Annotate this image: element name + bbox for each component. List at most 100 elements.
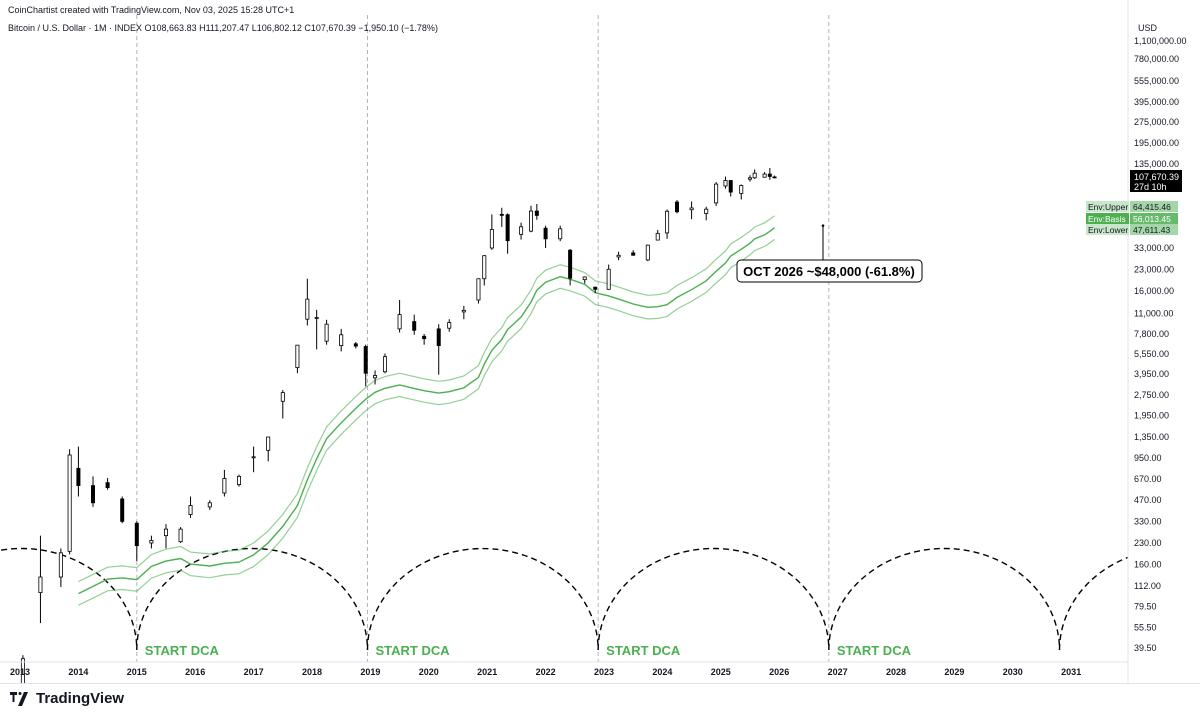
price-tick-label: 555,000.00 xyxy=(1134,76,1179,86)
candle-body xyxy=(363,346,368,374)
symbol-ohlc-line[interactable]: Bitcoin / U.S. Dollar · 1M · INDEX O108,… xyxy=(8,23,438,33)
tradingview-watermark[interactable]: TradingView xyxy=(8,690,124,707)
candle-54[interactable] xyxy=(689,201,694,220)
candle-18[interactable] xyxy=(280,390,285,419)
candle-17[interactable] xyxy=(266,436,271,462)
envelope-lower-line xyxy=(78,238,775,606)
candle-8[interactable] xyxy=(134,521,139,562)
candle-41[interactable] xyxy=(534,204,539,220)
candle-body xyxy=(519,226,524,235)
candle-56[interactable] xyxy=(714,182,719,206)
candle-59[interactable] xyxy=(739,184,744,200)
candle-21[interactable] xyxy=(314,309,319,350)
candle-29[interactable] xyxy=(412,314,417,335)
candle-body xyxy=(163,528,168,537)
envelope-bands xyxy=(78,215,775,606)
candle-26[interactable] xyxy=(373,370,378,385)
price-tick-label: 1,950.00 xyxy=(1134,410,1169,420)
candle-9[interactable] xyxy=(149,535,154,549)
candle-52[interactable] xyxy=(665,209,670,239)
candle-body xyxy=(568,249,573,279)
cycle-arc-1 xyxy=(136,547,369,651)
candle-39[interactable] xyxy=(519,222,524,240)
price-tick-label: 11,000.00 xyxy=(1134,309,1173,319)
price-axis[interactable]: USD 1,100,000.00 780,000.00 555,000.00 395,0… xyxy=(1127,0,1187,683)
time-axis[interactable]: 2013 2014 2015 2016 2017 2018 2019 2020 2021 2022… xyxy=(0,661,1128,677)
candle-7[interactable] xyxy=(120,496,125,524)
candle-30[interactable] xyxy=(422,334,427,345)
candle-31[interactable] xyxy=(436,324,441,375)
candle-25[interactable] xyxy=(363,344,368,387)
candle-46[interactable] xyxy=(593,286,598,294)
candle-body xyxy=(665,210,670,234)
candle-55[interactable] xyxy=(704,206,709,221)
candle-19[interactable] xyxy=(295,344,300,374)
candle-4[interactable] xyxy=(76,446,81,497)
candle-60[interactable] xyxy=(748,175,753,182)
candle-37[interactable] xyxy=(499,207,504,227)
candle-50[interactable] xyxy=(645,244,650,262)
projection-target-point xyxy=(821,224,825,227)
candle-22[interactable] xyxy=(324,319,329,345)
candle-24[interactable] xyxy=(353,342,358,349)
candle-6[interactable] xyxy=(105,478,110,490)
candle-57[interactable] xyxy=(723,176,728,189)
candle-0[interactable] xyxy=(20,655,25,683)
chart-canvas[interactable]: OCT 2026 ~$48,000 (-61.8%) START DCA STAR… xyxy=(0,0,1200,683)
candle-64[interactable] xyxy=(772,175,777,179)
candle-body xyxy=(266,436,271,451)
candle-body xyxy=(324,323,329,342)
candle-38[interactable] xyxy=(505,213,510,254)
candle-3[interactable] xyxy=(67,449,72,555)
last-price-value: 107,670.39 xyxy=(1134,172,1179,182)
candle-40[interactable] xyxy=(529,205,534,233)
candle-23[interactable] xyxy=(339,328,344,352)
candle-20[interactable] xyxy=(305,278,310,326)
candle-48[interactable] xyxy=(616,251,621,261)
candle-16[interactable] xyxy=(251,446,256,473)
candle-42[interactable] xyxy=(543,225,548,248)
candle-10[interactable] xyxy=(163,524,168,549)
candle-body xyxy=(593,286,598,290)
price-tick-label: 23,000.00 xyxy=(1134,265,1174,275)
candle-51[interactable] xyxy=(655,229,660,241)
cycle-arc-0 xyxy=(0,547,138,651)
candle-53[interactable] xyxy=(675,200,680,214)
candle-13[interactable] xyxy=(207,500,212,510)
candle-62[interactable] xyxy=(762,172,767,178)
candle-45[interactable] xyxy=(582,276,587,284)
price-tick-label: 16,000.00 xyxy=(1134,286,1174,296)
candle-27[interactable] xyxy=(382,353,387,374)
year-tick-label: 2017 xyxy=(244,667,264,677)
candle-36[interactable] xyxy=(489,214,494,250)
envelope-lower-value: 47,611.43 xyxy=(1133,225,1170,235)
candles[interactable] xyxy=(20,168,777,683)
candle-2[interactable] xyxy=(58,548,63,587)
candle-63[interactable] xyxy=(767,168,772,180)
candle-61[interactable] xyxy=(752,169,757,179)
candle-33[interactable] xyxy=(461,305,466,320)
candle-14[interactable] xyxy=(222,469,227,497)
candle-12[interactable] xyxy=(188,496,193,518)
year-tick-label: 2030 xyxy=(1003,667,1023,677)
candle-15[interactable] xyxy=(236,474,241,487)
candle-body xyxy=(499,213,504,216)
candle-47[interactable] xyxy=(606,264,611,290)
candle-5[interactable] xyxy=(91,476,96,507)
candle-34[interactable] xyxy=(476,278,481,304)
candle-32[interactable] xyxy=(447,319,452,332)
candle-44[interactable] xyxy=(568,249,573,286)
candle-58[interactable] xyxy=(728,180,733,197)
candle-body xyxy=(134,522,139,547)
year-tick-label: 2028 xyxy=(886,667,906,677)
candle-28[interactable] xyxy=(397,299,402,333)
candle-1[interactable] xyxy=(38,535,43,624)
candle-11[interactable] xyxy=(178,527,183,543)
start-dca-label-1: START DCA xyxy=(375,643,450,658)
candle-body xyxy=(558,228,563,240)
candle-49[interactable] xyxy=(631,250,636,256)
envelope-lower-value-badge xyxy=(1130,224,1178,235)
start-dca-label-2: START DCA xyxy=(606,643,681,658)
candle-35[interactable] xyxy=(482,255,487,286)
candle-43[interactable] xyxy=(558,225,563,242)
